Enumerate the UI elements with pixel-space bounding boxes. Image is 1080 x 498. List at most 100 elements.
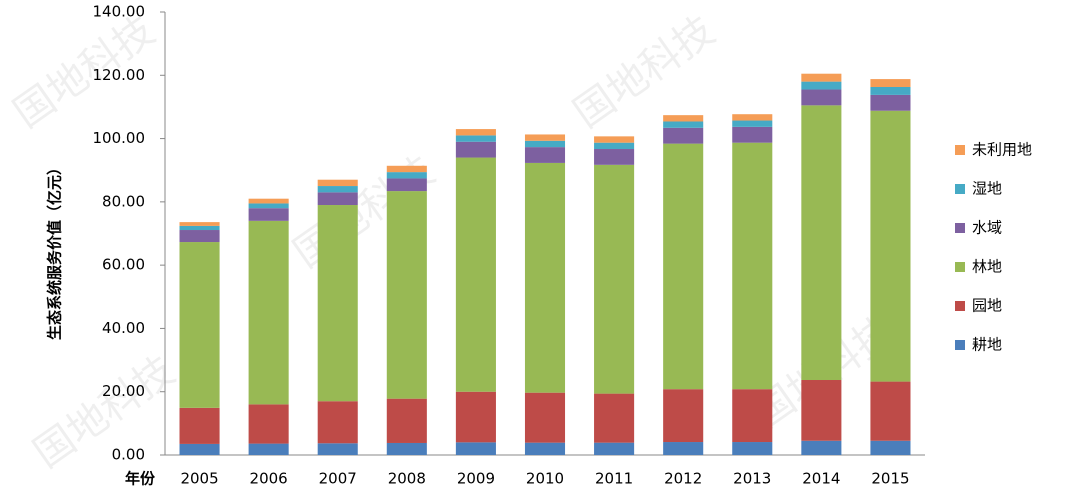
legend-swatch [955,184,965,194]
y-tick-label: 60.00 [102,256,145,274]
bar-segment [801,440,842,455]
bar-segment [801,380,842,441]
bar-segment [248,443,289,455]
bar-segment [524,442,566,455]
y-tick-label: 20.00 [102,382,145,400]
x-tick-label: 2005 [180,470,218,488]
bar-segment [594,393,635,443]
legend-swatch [955,301,965,311]
x-tick-label: 2006 [250,470,288,488]
bar-segment [248,220,289,405]
bar-segment [455,135,496,142]
legend-swatch [955,223,965,233]
bar-segment [179,222,220,226]
bar-segment [870,440,911,455]
bar-segment [179,225,220,231]
bar-segment [317,179,358,187]
bar-segment [663,121,704,128]
bar-segment [455,141,496,158]
bar-segment [801,73,842,82]
bar-segment [455,391,496,443]
x-tick-label: 2011 [595,470,633,488]
x-tick-label: 2014 [802,470,840,488]
x-tick-label: 2010 [526,470,564,488]
y-tick-label: 40.00 [102,319,145,337]
y-tick-label: 100.00 [93,129,146,147]
bar-segment [594,142,635,150]
bar-segment [663,143,704,390]
bar-segment [732,114,773,121]
bar-segment [317,192,358,206]
x-tick-label: 2008 [388,470,426,488]
legend-swatch [955,145,965,155]
bar-segment [317,186,358,193]
bar-segment [386,165,427,173]
bar-segment [870,94,911,111]
watermark: 国地科技 [26,348,183,477]
bar-segment [386,172,427,179]
bar-segment [732,142,773,390]
legend-swatch [955,262,965,272]
bar-segment [179,443,220,455]
x-tick-label: 2015 [871,470,909,488]
bar-segment [248,203,289,209]
bar-segment [870,86,911,95]
legend-label: 林地 [972,258,1002,276]
legend-label: 未利用地 [972,141,1032,159]
bar-segment [524,147,566,163]
y-axis-label: 生态系统服务价值（亿元） [46,160,64,340]
bar-segment [248,198,289,204]
bar-segment [663,389,704,443]
x-tick-label: 2012 [664,470,702,488]
bar-segment [663,115,704,122]
bar-segment [732,442,773,455]
bar-segment [594,136,635,143]
x-tick-label: 2007 [319,470,357,488]
bar-segment [248,404,289,444]
x-tick-label: 2013 [733,470,771,488]
bar-segment [179,242,220,408]
bar-segment [801,89,842,106]
bar-segment [386,442,427,455]
bar-segment [594,164,635,394]
bar-segment [870,381,911,441]
legend-label: 水域 [972,219,1002,237]
legend-label: 园地 [972,297,1002,315]
y-tick-label: 0.00 [112,446,145,464]
bar-segment [179,230,220,243]
legend-label: 湿地 [972,180,1002,198]
bar-segment [455,157,496,392]
bar-segment [663,442,704,455]
bar-segment [594,149,635,165]
bar-segment [732,120,773,127]
bar-segment [524,140,566,148]
bar-segment [317,401,358,444]
bar-segment [455,129,496,136]
bar-segment [386,398,427,443]
bar-segment [594,442,635,455]
bar-segment [870,110,911,382]
bar-segment [317,205,358,402]
x-tick-label: 2009 [457,470,495,488]
bar-segment [663,127,704,144]
bar-segment [386,191,427,399]
bar-segment [386,178,427,192]
y-tick-label: 140.00 [93,3,146,21]
bar-segment [455,442,496,455]
bar-segment [179,407,220,444]
bar-segment [801,81,842,90]
bar-segment [524,134,566,141]
bar-segment [732,126,773,143]
bar-segment [524,162,566,393]
bar-segment [248,208,289,221]
y-tick-label: 120.00 [93,66,146,84]
bar-segment [732,389,773,443]
y-tick-label: 80.00 [102,192,145,210]
legend-label: 耕地 [972,336,1002,354]
bar-segment [801,105,842,381]
bar-segment [317,443,358,455]
bar-segment [524,392,566,443]
bar-segment [870,79,911,87]
legend-swatch [955,340,965,350]
